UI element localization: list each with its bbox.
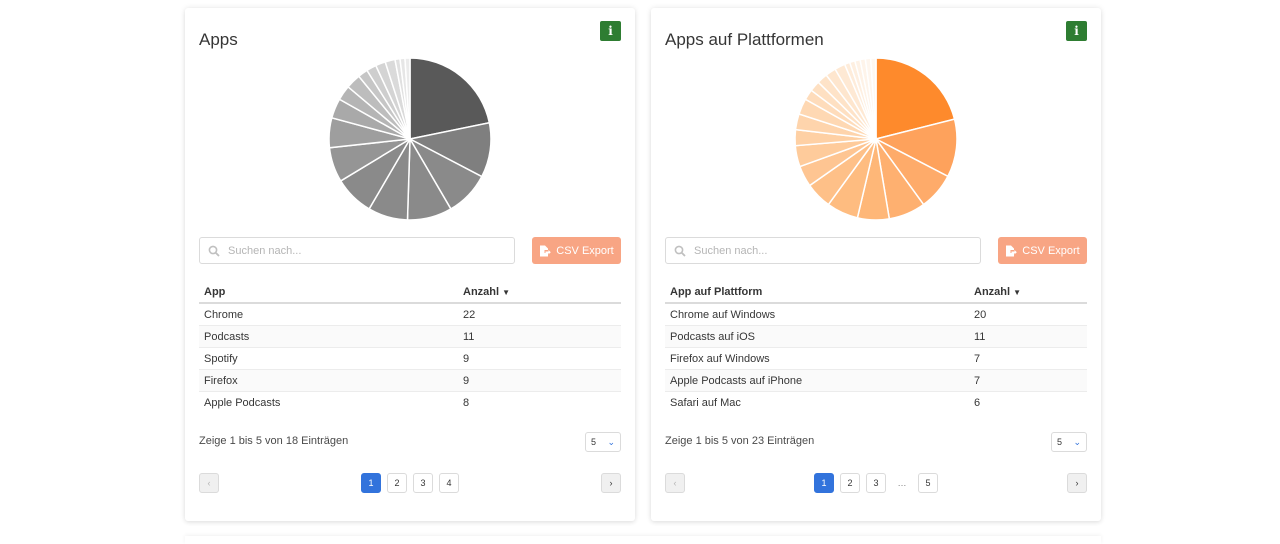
table-row: Safari auf Mac 6 [665,392,1087,414]
page-button[interactable]: 3 [866,473,886,493]
pie-slice[interactable] [404,57,411,140]
file-export-icon [540,245,552,256]
entries-info: Zeige 1 bis 5 von 18 Einträgen [199,435,349,447]
per-page-value: 5 [591,437,597,447]
column-header-count[interactable]: Anzahl ▼ [969,281,1087,304]
table-row: Chrome 22 [199,303,621,326]
cell-count: 7 [969,347,1087,370]
search-input[interactable] [228,244,488,257]
info-button[interactable]: i [1066,21,1087,41]
search-icon [674,245,686,257]
next-page-button[interactable]: › [601,473,621,493]
sort-desc-icon: ▼ [502,287,510,297]
chevron-left-icon: ‹ [207,478,211,488]
apps-pie-chart [328,57,492,221]
previous-page-button[interactable]: ‹ [665,473,685,493]
column-header-count-label: Anzahl [463,285,500,298]
cell-count: 22 [458,303,621,326]
page-button[interactable]: 1 [361,473,381,493]
chevron-down-icon: ⌄ [1073,436,1081,447]
pie-slice[interactable] [875,57,956,140]
pie-slice[interactable] [869,57,877,140]
page-ellipsis: … [897,478,907,488]
cell-app: Firefox [199,369,458,392]
table-row: Spotify 9 [199,347,621,370]
csv-export-label: CSV Export [556,244,614,257]
cell-app: Apple Podcasts auf iPhone [665,369,969,392]
card-title: Apps [199,30,238,49]
cell-count: 6 [974,396,981,409]
cell-count: 11 [458,325,621,348]
page-button[interactable]: 4 [439,473,459,493]
per-page-select[interactable]: 5 ⌄ [585,432,621,452]
cell-count: 9 [458,347,621,370]
apps-table: App Anzahl ▼ Chrome 22 Podcasts 11 Spotify 9… [199,281,621,413]
cell-count: 8 [463,396,470,409]
cell-app: Chrome auf Windows [665,303,969,326]
search-field[interactable] [199,237,515,264]
search-icon [208,245,220,257]
card-title: Apps auf Plattformen [665,30,824,49]
cell-count: 20 [969,303,1087,326]
cell-count: 7 [969,369,1087,392]
apps-on-platforms-table: App auf Plattform Anzahl ▼ Chrome auf Win… [665,281,1087,413]
table-header-row: App Anzahl ▼ [199,281,621,304]
next-card-edge [185,536,1101,544]
cell-app: Spotify [199,347,458,370]
csv-export-button[interactable]: CSV Export [998,237,1087,264]
csv-export-label: CSV Export [1022,244,1080,257]
chevron-left-icon: ‹ [673,478,677,488]
chevron-right-icon: › [609,478,613,488]
entries-info: Zeige 1 bis 5 von 23 Einträgen [665,435,815,447]
table-row: Chrome auf Windows 20 [665,303,1087,326]
cell-app: Chrome [199,303,458,326]
apps-on-platforms-card: Apps auf Plattformen i CSV Export App au… [651,8,1101,521]
cell-count: 9 [458,369,621,392]
cell-app: Podcasts [199,325,458,348]
pagination: 1 2 3 4 [185,473,635,493]
csv-export-button[interactable]: CSV Export [532,237,621,264]
apps-on-platforms-pie-chart [794,57,958,221]
per-page-select[interactable]: 5 ⌄ [1051,432,1087,452]
pie-slice[interactable] [409,57,491,140]
page-button[interactable]: 5 [918,473,938,493]
page-button[interactable]: 3 [413,473,433,493]
pagination: 1 2 3 … 5 [651,473,1101,493]
previous-page-button[interactable]: ‹ [199,473,219,493]
page-button[interactable]: 2 [840,473,860,493]
cell-app: Safari auf Mac [670,396,741,409]
chevron-down-icon: ⌄ [607,436,615,447]
column-header-count-label: Anzahl [974,285,1011,298]
cell-count: 11 [969,325,1087,348]
column-header-count[interactable]: Anzahl ▼ [458,281,621,304]
file-export-icon [1006,245,1018,256]
page-button[interactable]: 2 [387,473,407,493]
search-input[interactable] [694,244,954,257]
chevron-right-icon: › [1075,478,1079,488]
table-row: Apple Podcasts auf iPhone 7 [665,369,1087,392]
table-row: Apple Podcasts 8 [199,392,621,414]
table-row: Firefox auf Windows 7 [665,347,1087,370]
column-header-app[interactable]: App [199,281,458,304]
cell-app: Firefox auf Windows [665,347,969,370]
next-page-button[interactable]: › [1067,473,1087,493]
table-row: Firefox 9 [199,369,621,392]
table-row: Podcasts auf iOS 11 [665,325,1087,348]
column-header-app-platform[interactable]: App auf Plattform [665,281,969,304]
table-header-row: App auf Plattform Anzahl ▼ [665,281,1087,304]
cell-app: Podcasts auf iOS [665,325,969,348]
cell-app: Apple Podcasts [204,396,281,409]
per-page-value: 5 [1057,437,1063,447]
info-button[interactable]: i [600,21,621,41]
page-button[interactable]: 1 [814,473,834,493]
search-field[interactable] [665,237,981,264]
sort-desc-icon: ▼ [1013,287,1021,297]
table-row: Podcasts 11 [199,325,621,348]
